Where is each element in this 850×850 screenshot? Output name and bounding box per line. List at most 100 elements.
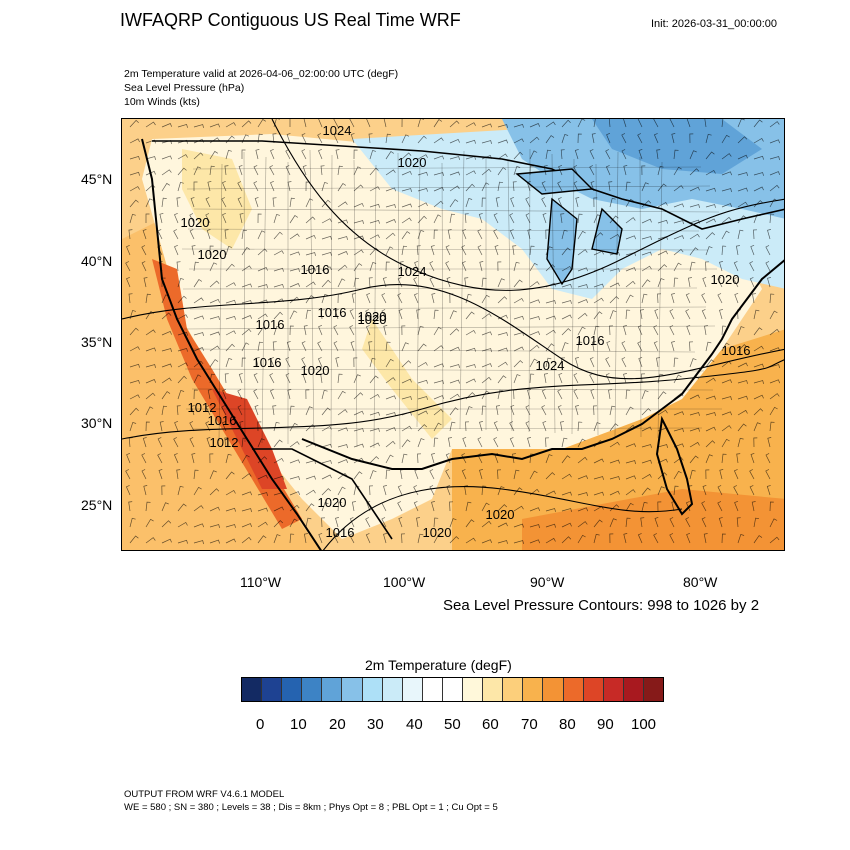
wind-barb — [193, 332, 204, 336]
wind-barb — [193, 152, 204, 160]
wind-barb — [366, 292, 371, 304]
wind-barb — [769, 310, 778, 320]
wind-barb — [337, 444, 348, 449]
wind-barb — [689, 412, 700, 416]
wind-barb — [673, 392, 684, 400]
wind-barb — [385, 261, 390, 272]
wind-barb — [545, 490, 556, 496]
border-line — [528, 148, 531, 433]
init-time: Init: 2026-03-31_00:00:00 — [651, 18, 777, 30]
wind-barb — [209, 331, 221, 336]
wind-barb — [337, 459, 349, 464]
wind-barb — [591, 341, 596, 352]
wind-barb — [609, 234, 620, 240]
wind-barb — [273, 231, 283, 240]
wind-barb — [318, 119, 323, 128]
wind-barb — [641, 293, 648, 304]
wind-barb — [737, 154, 748, 160]
wind-barb — [657, 219, 668, 224]
wind-barb — [513, 298, 524, 304]
wind-barb — [481, 390, 490, 400]
wind-barb — [129, 155, 140, 160]
wind-barb — [353, 235, 365, 240]
wind-barb — [461, 453, 467, 464]
wind-barb — [433, 137, 444, 144]
wind-barb — [591, 133, 596, 144]
wind-barb — [317, 357, 323, 368]
wind-barb — [513, 138, 524, 144]
wind-barb — [321, 181, 329, 192]
wind-barb — [561, 491, 572, 496]
wind-barb — [174, 244, 179, 256]
wind-barb — [414, 260, 419, 272]
pressure-labels: 1024 1020 1016 1020 1020 1016 1020 1020 1024 1016… — [181, 123, 751, 540]
wind-barb — [689, 455, 699, 464]
wind-barb — [737, 187, 748, 192]
wind-barb — [353, 410, 364, 416]
wind-barb — [590, 388, 595, 400]
wind-barb — [737, 172, 748, 176]
wind-barb — [225, 524, 236, 528]
wind-barb — [257, 492, 268, 496]
temperature-subtitle: 2m Temperature valid at 2026-04-06_02:00… — [124, 68, 399, 80]
wind-barb — [241, 134, 250, 144]
wind-barb — [637, 533, 643, 544]
wind-barb — [270, 356, 275, 368]
wind-barb — [205, 421, 211, 432]
pressure-label: 1016 — [301, 262, 330, 277]
wind-barb — [141, 453, 147, 464]
wind-barb — [321, 517, 326, 528]
wind-barb — [433, 363, 445, 368]
intermountain-warm-field — [182, 149, 252, 249]
wind-barb — [433, 326, 442, 336]
wind-barb — [702, 276, 707, 288]
wind-barb — [481, 294, 490, 304]
wind-barb — [239, 213, 244, 224]
wind-barb — [497, 361, 508, 368]
wind-barb — [529, 136, 540, 144]
wind-barb — [687, 277, 692, 288]
wind-barb — [449, 171, 461, 176]
wind-barb — [737, 437, 744, 448]
wind-barb — [545, 329, 556, 336]
wind-barb — [433, 309, 439, 320]
colorbar-cell-13 — [503, 678, 524, 701]
wind-barb — [353, 149, 358, 160]
wind-barb — [161, 155, 173, 160]
wind-barb — [225, 315, 236, 320]
wind-barb — [241, 357, 246, 368]
wind-barb — [749, 469, 755, 480]
pressure-label: 1024 — [323, 123, 352, 138]
wind-barb — [512, 181, 517, 192]
wind-barb — [161, 391, 171, 400]
wind-barb — [734, 500, 739, 512]
wind-barb — [529, 453, 535, 464]
wind-barb — [560, 421, 564, 432]
wind-barb — [753, 229, 758, 240]
wind-barb — [225, 471, 235, 480]
wind-barb — [337, 165, 343, 176]
wind-barb — [765, 453, 771, 464]
lat-label-30: 30°N — [81, 415, 113, 431]
wind-barb — [145, 347, 157, 352]
wind-barb — [481, 123, 493, 128]
wind-barb — [657, 444, 668, 448]
wind-barb — [529, 358, 538, 368]
pressure-label: 1012 — [210, 435, 239, 450]
wind-barb — [273, 506, 284, 512]
colorbar-cell-12 — [483, 678, 504, 701]
wind-barb — [654, 308, 659, 320]
colorbar-cell-5 — [342, 678, 363, 701]
wind-barb — [273, 475, 284, 480]
wind-barb — [545, 149, 552, 160]
wind-barb — [225, 122, 236, 128]
wind-barb — [225, 490, 236, 496]
wind-barb — [321, 279, 331, 288]
colorbar-cell-2 — [282, 678, 303, 701]
wind-barb — [303, 119, 307, 128]
wind-barb — [253, 389, 259, 400]
wind-barb — [177, 154, 188, 160]
wind-barb — [673, 220, 684, 225]
wind-barb — [561, 508, 572, 512]
map-canvas: 1024 1020 1016 1020 1020 1016 1020 1020 1024 1016… — [122, 119, 784, 550]
